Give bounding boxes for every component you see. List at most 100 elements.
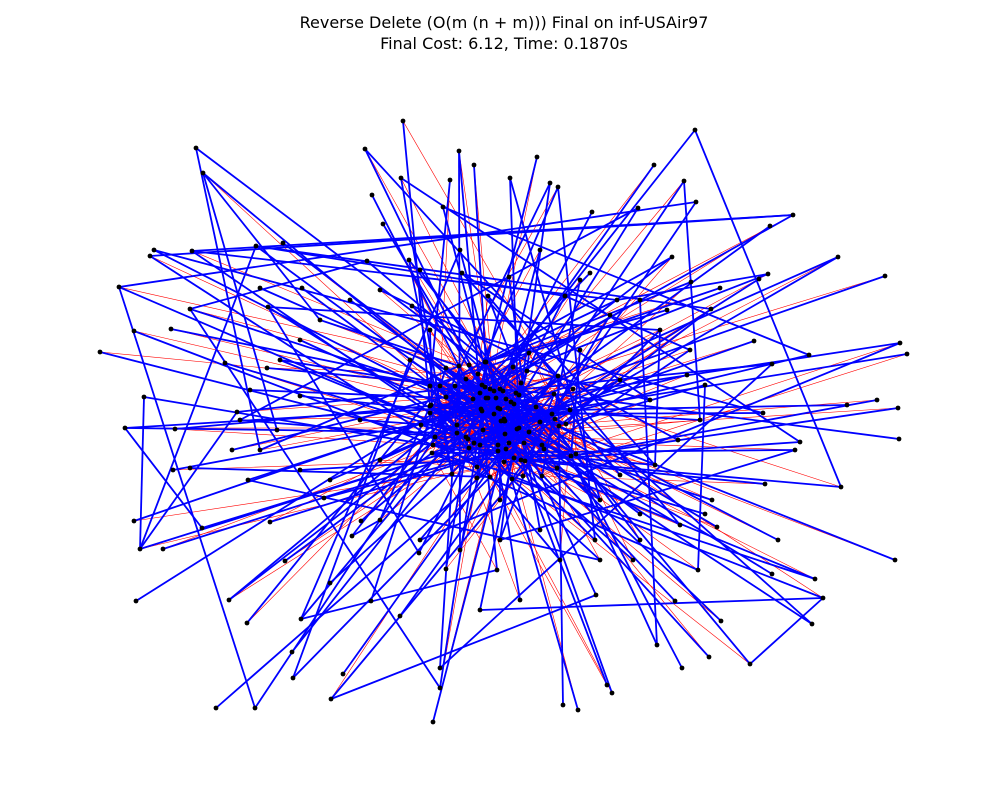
graph-node [407, 357, 413, 363]
graph-node [597, 497, 603, 503]
graph-node [368, 598, 374, 604]
graph-node [199, 525, 205, 531]
graph-node [892, 557, 898, 563]
kept-edge [351, 519, 381, 537]
graph-node [551, 391, 557, 397]
graph-node [437, 685, 443, 691]
graph-node [652, 462, 658, 468]
kept-edge [202, 172, 321, 321]
kept-edges [99, 120, 908, 723]
graph-node [477, 390, 483, 396]
graph-node [518, 380, 524, 386]
kept-edge [279, 359, 816, 580]
graph-node [160, 546, 166, 552]
kept-edge [439, 256, 673, 387]
graph-node [537, 419, 543, 425]
graph-node [835, 254, 841, 260]
graph-node [767, 223, 773, 229]
graph-node [760, 410, 766, 416]
kept-edge [439, 365, 460, 669]
graph-node [709, 497, 715, 503]
graph-node [471, 440, 477, 446]
kept-edge [330, 594, 597, 700]
graph-node [495, 442, 501, 448]
kept-edge [482, 429, 596, 541]
graph-node [609, 690, 615, 696]
kept-edge [557, 186, 596, 541]
kept-edge [267, 306, 458, 426]
graph-node [475, 371, 481, 377]
kept-edge [445, 367, 718, 528]
graph-node [522, 458, 528, 464]
graph-node [487, 386, 493, 392]
graph-node [349, 533, 355, 539]
graph-node [491, 411, 497, 417]
graph-node [485, 293, 491, 299]
graph-node [573, 451, 579, 457]
graph-node [362, 146, 368, 152]
graph-node [651, 162, 657, 168]
graph-node [597, 557, 603, 563]
graph-node [380, 221, 386, 227]
kept-edge [429, 405, 484, 431]
graph-node [449, 471, 455, 477]
kept-edge [189, 308, 501, 410]
graph-node [526, 350, 532, 356]
graph-node [418, 422, 424, 428]
kept-edge [502, 249, 541, 392]
graph-node [463, 376, 469, 382]
kept-edge [458, 150, 461, 551]
graph-node [440, 204, 446, 210]
kept-edge [493, 164, 655, 392]
graph-node [480, 427, 486, 433]
graph-node [708, 306, 714, 312]
graph-node [454, 430, 460, 436]
figure-title: Reverse Delete (O(m (n + m))) Final on i… [299, 13, 709, 32]
graph-node [265, 304, 271, 310]
kept-edge [430, 404, 505, 420]
kept-edge [420, 424, 469, 440]
kept-edge [191, 250, 618, 301]
graph-node [844, 402, 850, 408]
graph-node [549, 411, 555, 417]
graph-node [229, 447, 235, 453]
kept-edge [439, 363, 773, 669]
graph-node [267, 519, 273, 525]
graph-node [131, 328, 137, 334]
graph-node [495, 448, 501, 454]
kept-edge [284, 452, 433, 562]
graph-node [456, 363, 462, 369]
kept-edge [133, 330, 434, 446]
graph-node [568, 453, 574, 459]
graph-node [506, 440, 512, 446]
graph-node [718, 618, 724, 624]
kept-edge [570, 349, 581, 457]
graph-node [809, 621, 815, 627]
graph-node [714, 524, 720, 530]
graph-node [747, 661, 753, 667]
graph-node [482, 384, 488, 390]
kept-edge [432, 382, 522, 723]
graph-node [493, 395, 499, 401]
graph-node [896, 436, 902, 442]
kept-edge [202, 172, 278, 431]
graph-node [452, 383, 458, 389]
graph-node [437, 383, 443, 389]
graph-node [277, 357, 283, 363]
kept-edge [246, 385, 441, 624]
kept-edge [639, 299, 658, 646]
graph-node [491, 388, 497, 394]
graph-node [97, 349, 103, 355]
graph-node [539, 442, 545, 448]
kept-edge [510, 401, 558, 469]
graph-node [769, 571, 775, 577]
kept-edge [323, 448, 507, 499]
graph-node [514, 426, 520, 432]
graph-node [417, 267, 423, 273]
graph-node [168, 326, 174, 332]
kept-edge [445, 182, 551, 398]
graph-node [137, 546, 143, 552]
graph-node [502, 431, 508, 437]
removed-edge [189, 308, 491, 390]
kept-edge [174, 398, 507, 430]
